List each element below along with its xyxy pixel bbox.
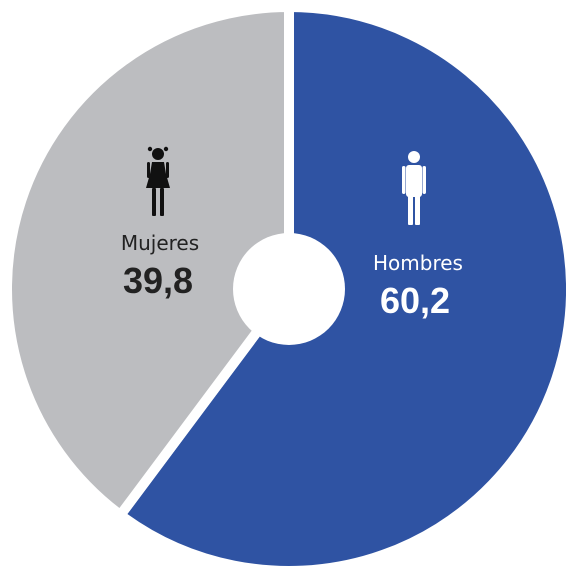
slice-mujeres [2,1,294,523]
man-icon [402,151,426,225]
donut-hole [233,233,345,345]
value-hombres: 60,2 [380,280,450,321]
woman-icon [146,146,170,216]
value-mujeres: 39,8 [123,260,193,301]
label-mujeres: Mujeres [121,231,199,255]
label-hombres: Hombres [373,251,463,275]
